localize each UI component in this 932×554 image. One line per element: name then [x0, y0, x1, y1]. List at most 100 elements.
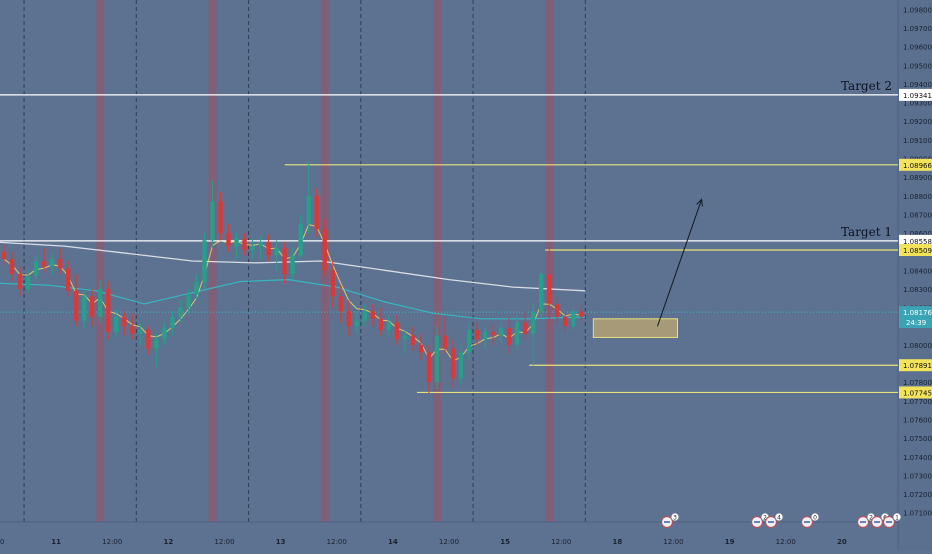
candle-body[interactable]: [234, 238, 239, 247]
candle-body[interactable]: [65, 268, 71, 291]
time-tick-label: 13: [276, 538, 286, 546]
candle-body[interactable]: [130, 326, 135, 334]
candle-body[interactable]: [362, 311, 368, 321]
candle-body[interactable]: [555, 303, 560, 317]
candle-body[interactable]: [290, 255, 295, 275]
projection-arrow[interactable]: [656, 199, 703, 327]
event-badge-count: 0: [813, 515, 817, 522]
candle-body[interactable]: [306, 195, 311, 224]
candle-body[interactable]: [41, 261, 47, 267]
candle-body[interactable]: [282, 247, 287, 275]
price-tick-label: 1.07800: [903, 379, 932, 387]
candle-body[interactable]: [506, 328, 512, 345]
candle-body[interactable]: [490, 331, 496, 336]
candle-body[interactable]: [114, 316, 119, 332]
candle-body[interactable]: [530, 311, 536, 334]
candle-body[interactable]: [162, 328, 167, 340]
candle-body[interactable]: [25, 275, 31, 289]
candle-body[interactable]: [466, 329, 472, 353]
time-tick-label: 12:00: [327, 538, 347, 546]
candle-body[interactable]: [17, 274, 23, 289]
moving-average-medium: [0, 278, 586, 320]
candle-body[interactable]: [514, 322, 520, 345]
candle-body[interactable]: [426, 352, 432, 383]
candle-body[interactable]: [138, 329, 143, 334]
economic-event-icon[interactable]: 1: [882, 512, 902, 529]
candle-body[interactable]: [250, 246, 255, 250]
candle-body[interactable]: [81, 296, 87, 321]
time-tick-label: 12:00: [551, 538, 571, 546]
target-label: Target 2: [841, 79, 892, 93]
candle-body[interactable]: [106, 288, 111, 332]
event-badge-count: 3: [673, 515, 677, 522]
projection-box[interactable]: [592, 318, 679, 338]
candle-body[interactable]: [346, 311, 351, 327]
candle-body[interactable]: [547, 274, 552, 304]
candle-body[interactable]: [314, 195, 319, 230]
bar-countdown-label: 24:39: [906, 319, 926, 327]
price-tick-label: 1.09100: [903, 137, 932, 145]
candle-body[interactable]: [178, 307, 183, 317]
candle-body[interactable]: [298, 223, 303, 256]
candle-body[interactable]: [410, 335, 416, 345]
candle-body[interactable]: [354, 320, 359, 327]
candle-body[interactable]: [338, 296, 343, 312]
candle-body[interactable]: [90, 296, 95, 317]
candle-body[interactable]: [498, 328, 504, 336]
time-axis: 00 11 12:00 12 12:00 13 12:00 14 12:00 15 12:00 18 1…: [0, 521, 898, 546]
candle-body[interactable]: [370, 311, 376, 319]
candle-body[interactable]: [386, 322, 392, 330]
candle-body[interactable]: [418, 344, 424, 353]
candle-body[interactable]: [218, 201, 223, 234]
candle-body[interactable]: [154, 339, 159, 349]
candle-body[interactable]: [73, 290, 79, 321]
price-level-label: 1.08966: [903, 162, 932, 170]
candle-body[interactable]: [563, 316, 568, 327]
candle-body[interactable]: [202, 240, 207, 282]
candle-body[interactable]: [274, 247, 279, 256]
candle-body[interactable]: [266, 242, 271, 256]
candle-body[interactable]: [458, 352, 464, 379]
candle-body[interactable]: [9, 259, 15, 275]
price-level-label: 1.09341: [903, 92, 932, 100]
candle-body[interactable]: [194, 281, 199, 295]
candle-body[interactable]: [242, 238, 247, 250]
drawings-layer: [592, 198, 703, 338]
candle-body[interactable]: [330, 270, 335, 297]
price-level-label-bg: [899, 234, 932, 247]
economic-event-icon[interactable]: 3: [660, 512, 680, 529]
price-tick-label: 1.07200: [903, 491, 932, 499]
economic-event-icon[interactable]: 0: [800, 512, 820, 529]
candle-body[interactable]: [33, 261, 39, 276]
candle-body[interactable]: [442, 335, 448, 349]
candle-body[interactable]: [258, 242, 263, 247]
price-level-label: 1.07745: [903, 389, 932, 397]
candle-body[interactable]: [402, 335, 408, 340]
candle-body[interactable]: [571, 311, 576, 327]
candle-body[interactable]: [378, 318, 384, 330]
candle-body[interactable]: [170, 316, 175, 329]
candle-body[interactable]: [146, 329, 151, 349]
candle-body[interactable]: [98, 288, 103, 317]
price-tick-label: 1.08300: [903, 286, 932, 294]
candle-body[interactable]: [122, 316, 127, 327]
price-tick-label: 1.09200: [903, 118, 932, 126]
candle-body[interactable]: [450, 348, 456, 379]
candle-body[interactable]: [1, 251, 7, 260]
candle-body[interactable]: [226, 233, 231, 247]
candle-body[interactable]: [434, 335, 440, 383]
candle-body[interactable]: [539, 274, 544, 312]
candle-body[interactable]: [210, 201, 215, 241]
candle-body[interactable]: [57, 259, 63, 269]
candle-body[interactable]: [49, 259, 55, 267]
candle-body[interactable]: [522, 322, 528, 334]
candle-body[interactable]: [322, 229, 327, 271]
candle-body[interactable]: [394, 322, 400, 340]
candle-body[interactable]: [482, 331, 488, 340]
economic-event-icon[interactable]: 4: [764, 512, 784, 529]
candle-body[interactable]: [579, 311, 584, 317]
candle-body[interactable]: [186, 294, 191, 308]
candle-body[interactable]: [474, 329, 480, 340]
